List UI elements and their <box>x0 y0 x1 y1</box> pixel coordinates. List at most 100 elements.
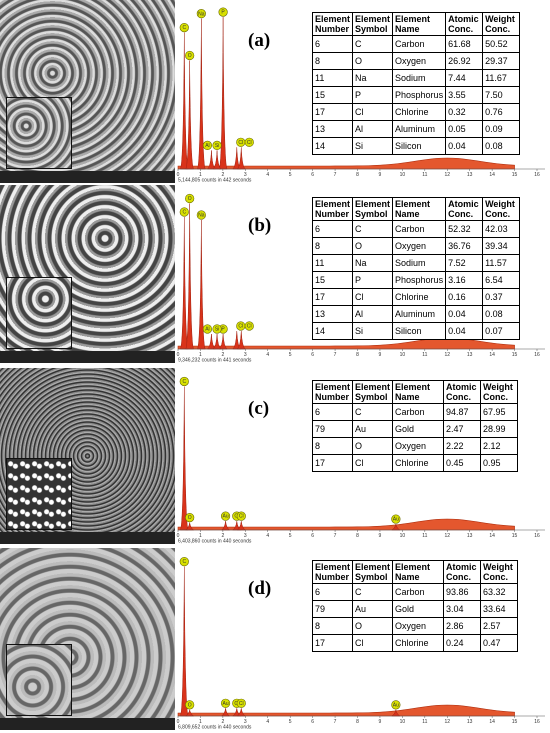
table-cell: 8 <box>311 237 354 255</box>
peak-label: C <box>182 379 186 385</box>
x-tick-label: 5 <box>289 719 292 725</box>
x-tick-label: 14 <box>489 719 495 725</box>
table-cell: 7.50 <box>482 86 521 104</box>
peak-marker <box>202 324 213 334</box>
peak <box>236 708 247 717</box>
x-tick-label: 0 <box>177 172 180 178</box>
x-tick-label: 9 <box>379 533 382 539</box>
sem-image <box>0 548 175 730</box>
peak <box>218 17 228 170</box>
table-cell: 94.87 <box>443 403 482 421</box>
peak-marker <box>236 698 246 708</box>
table-cell: O <box>352 237 394 255</box>
table-cell: 2.12 <box>480 437 519 455</box>
x-tick-label: 1 <box>199 533 202 539</box>
x-tick-label: 9 <box>379 719 382 725</box>
table-cell: 0.16 <box>445 288 484 306</box>
x-tick-label: 11 <box>422 719 427 725</box>
counts-caption: 6,809,652 counts in 440 seconds <box>178 725 252 731</box>
table-row: 14 Si Silicon 0.04 0.07 <box>311 322 521 340</box>
header-row: Element Number Element Symbol Element Name… <box>311 197 521 221</box>
table-row: 15 P Phosphorus 3.16 6.54 <box>311 271 521 289</box>
table-cell: Chlorine <box>392 288 447 306</box>
peak-marker <box>179 376 189 387</box>
header-cell: Element Symbol <box>352 560 394 584</box>
table-row: 8 O Oxygen 36.76 39.34 <box>311 237 521 255</box>
panel-label: (c) <box>248 398 270 419</box>
table-cell: 14 <box>311 137 354 155</box>
x-tick-label: 10 <box>400 172 406 178</box>
table-cell: 13 <box>311 120 354 138</box>
x-tick-label: 3 <box>244 172 247 178</box>
table-cell: 7.44 <box>445 69 484 87</box>
header-cell: Atomic Conc. <box>445 197 484 221</box>
table-cell: 2.22 <box>443 437 482 455</box>
table-cell: 0.24 <box>443 634 482 652</box>
table-cell: Phosphorus <box>392 271 447 289</box>
x-tick-label: 3 <box>244 533 247 539</box>
peak-marker <box>220 698 231 708</box>
x-tick-label: 11 <box>422 352 427 358</box>
header-cell: Element Name <box>392 560 445 584</box>
table-cell: Cl <box>352 634 394 652</box>
table-row: 79 Au Gold 3.04 33.64 <box>311 600 519 618</box>
x-tick-label: 12 <box>444 172 450 178</box>
sem-inset <box>6 277 72 349</box>
x-tick-label: 3 <box>244 719 247 725</box>
table-cell: Oxygen <box>392 437 445 455</box>
header-cell: Weight Conc. <box>482 12 521 36</box>
sem-info-bar <box>0 532 175 544</box>
table-row: 14 Si Silicon 0.04 0.08 <box>311 137 521 155</box>
table-cell: 7.52 <box>445 254 484 272</box>
x-tick-label: 7 <box>334 533 337 539</box>
header-cell: Element Number <box>311 12 354 36</box>
x-tick-label: 5 <box>289 172 292 178</box>
table-cell: 33.64 <box>480 600 519 618</box>
table-cell: 11 <box>311 69 354 87</box>
peak-label: C <box>182 210 186 216</box>
peak <box>236 521 247 531</box>
table-cell: 6 <box>311 583 354 601</box>
peak-label: Na <box>198 213 205 219</box>
peak <box>212 333 222 350</box>
x-tick-label: 10 <box>400 352 406 358</box>
x-tick-label: 13 <box>467 172 473 178</box>
table-row: 13 Al Aluminum 0.04 0.08 <box>311 305 521 323</box>
table-cell: P <box>352 86 394 104</box>
x-tick-label: 14 <box>489 533 495 539</box>
x-tick-label: 4 <box>266 352 269 358</box>
header-cell: Atomic Conc. <box>443 380 482 404</box>
composition-table: Element Number Element Symbol Element Name… <box>311 560 519 652</box>
x-tick-label: 7 <box>334 352 337 358</box>
table-cell: Sodium <box>392 69 447 87</box>
peak-marker <box>244 137 254 147</box>
table-cell: 17 <box>311 634 354 652</box>
table-cell: 0.08 <box>482 137 521 155</box>
x-tick-label: 6 <box>311 719 314 725</box>
table-row: 6 C Carbon 94.87 67.95 <box>311 403 519 421</box>
table-cell: Carbon <box>392 583 445 601</box>
peak-label: Au <box>223 514 229 520</box>
table-row: 6 C Carbon 52.32 42.03 <box>311 220 521 238</box>
peak <box>236 147 247 170</box>
table-cell: 36.76 <box>445 237 484 255</box>
table-cell: Chlorine <box>392 634 445 652</box>
x-tick-label: 13 <box>467 719 473 725</box>
x-tick-label: 8 <box>356 719 359 725</box>
peak <box>184 522 195 531</box>
x-tick-label: 15 <box>512 719 518 725</box>
x-tick-label: 5 <box>289 352 292 358</box>
table-cell: 11.67 <box>482 69 521 87</box>
table-cell: Oxygen <box>392 237 447 255</box>
table-cell: Oxygen <box>392 617 445 635</box>
table-row: 79 Au Gold 2.47 28.99 <box>311 420 519 438</box>
table-cell: O <box>352 617 394 635</box>
x-tick-label: 9 <box>379 352 382 358</box>
continuum <box>177 157 515 170</box>
table-cell: Chlorine <box>392 454 445 472</box>
table-row: 8 O Oxygen 2.22 2.12 <box>311 437 519 455</box>
header-cell: Weight Conc. <box>482 197 521 221</box>
table-cell: 67.95 <box>480 403 519 421</box>
x-tick-label: 12 <box>444 352 450 358</box>
